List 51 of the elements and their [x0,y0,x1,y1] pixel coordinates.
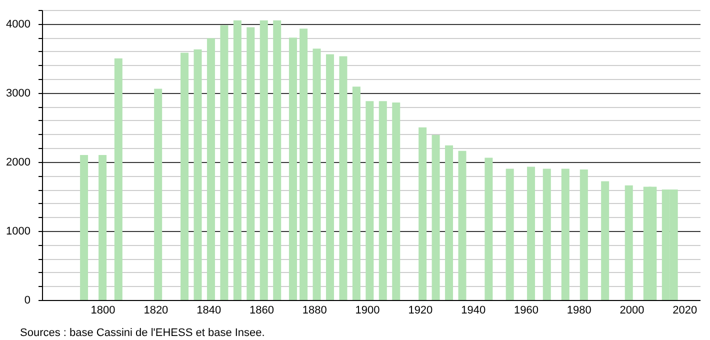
x-tick-label: 1840 [196,304,222,316]
y-tick-label: 0 [24,294,30,306]
bar [300,28,308,300]
x-tick-label: 1860 [249,304,274,316]
y-tick-label: 1000 [6,225,30,238]
bar [273,20,282,300]
x-tick-label: 1940 [461,304,486,316]
bar [506,168,514,300]
bar [378,101,387,300]
bar [352,86,360,300]
y-tick-label: 4000 [6,18,30,30]
bar [527,166,536,300]
x-tick-label: 2000 [620,304,644,316]
bar [98,155,107,300]
bar [260,20,268,300]
bar [154,88,162,300]
bar [561,168,570,300]
bar [580,170,588,300]
source-note: Sources : base Cassini de l'EHESS et base Insee. [20,327,265,339]
bar [624,185,633,300]
bar [432,134,440,300]
bar [484,158,493,300]
bar [80,155,88,300]
x-tick-label: 1800 [90,304,116,316]
bar [312,48,321,300]
bar [326,54,334,300]
y-tick-label: 2000 [6,156,30,168]
bar [194,49,202,300]
bar [180,52,189,300]
bar [220,25,228,300]
bar [288,38,297,300]
bar [339,56,348,300]
x-tick-label: 1920 [408,304,433,316]
x-tick-label: 2020 [672,304,698,316]
bar [445,145,454,300]
x-tick-label: 1980 [566,304,592,316]
x-tick-label: 1960 [514,304,538,316]
bar [233,20,242,300]
bar [418,127,427,300]
x-tick-label: 1900 [355,304,380,316]
bar [114,58,122,300]
x-tick-label: 1820 [144,304,168,316]
bar [601,181,610,300]
bar [366,101,374,300]
bar [246,27,255,300]
bar [392,102,400,300]
bar [542,168,551,300]
y-tick-label: 3000 [6,87,30,100]
bar [206,38,215,300]
x-tick-label: 1880 [302,304,327,316]
bar [458,150,466,300]
